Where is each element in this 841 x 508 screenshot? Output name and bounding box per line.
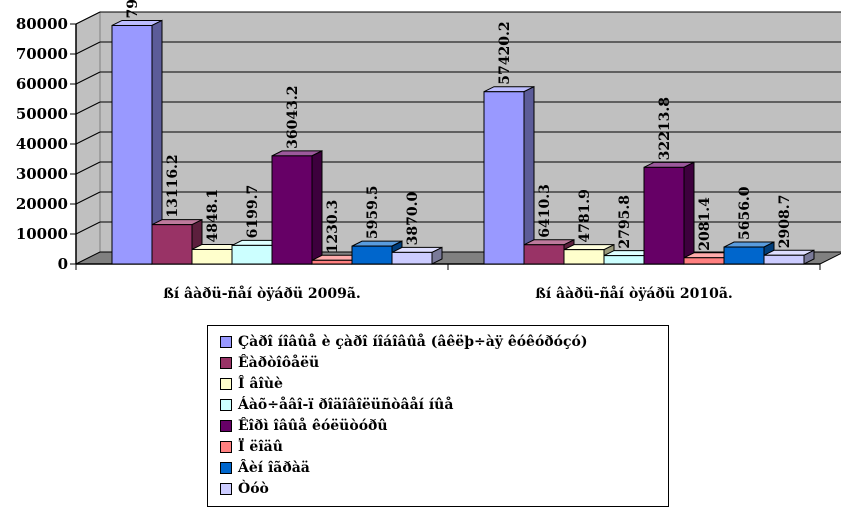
bars: [111, 19, 815, 265]
y-tick-label: 40000: [16, 135, 68, 153]
gridline: [75, 11, 101, 25]
legend-swatch: [220, 356, 232, 369]
legend-label: Âèí îãðàä: [238, 459, 310, 476]
legend-swatch: [220, 377, 232, 390]
legend-item: Áàõ÷åâî-ï ðîäîâîëüñòâåí íûå: [220, 395, 453, 414]
legend-label: Î âîùè: [238, 375, 283, 392]
legend-item: Î âîùè: [220, 374, 283, 393]
data-label: 79503.3: [125, 0, 141, 18]
legend-swatch: [220, 440, 232, 453]
legend-swatch: [220, 482, 232, 495]
gridline: [75, 41, 101, 55]
legend-item: Êàðòîôåëü: [220, 353, 319, 372]
legend-label: Áàõ÷åâî-ï ðîäîâîëüñòâåí íûå: [238, 396, 454, 413]
data-label: 36043.2: [285, 86, 301, 149]
y-tick-label: 70000: [16, 45, 68, 63]
gridline: [75, 71, 101, 85]
data-label: 32213.8: [657, 97, 673, 160]
data-label: 5959.5: [365, 186, 381, 240]
data-label: 2081.4: [697, 197, 713, 251]
category-label: ßí âàðü-ñåí òÿáðü 2010ã.: [535, 284, 733, 302]
gridline: [75, 161, 101, 175]
bar: [271, 150, 323, 265]
bar: [351, 240, 403, 265]
y-tick-label: 60000: [16, 75, 68, 93]
bar: [763, 249, 815, 265]
legend-label: Êîðì îâûå êóëüòóðû: [238, 417, 388, 434]
bar: [483, 85, 535, 265]
gridlines: [75, 11, 841, 235]
gridline: [75, 221, 101, 235]
legend-label: Êàðòîôåëü: [238, 354, 320, 371]
legend-label: Çàðî íîâûå è çàðî íîáîâûå (âêëþ÷àÿ êóêóð…: [238, 333, 588, 350]
y-tick-label: 0: [58, 255, 68, 273]
data-label: 1230.3: [325, 200, 341, 254]
category-labels: ßí âàðü-ñåí òÿáðü 2009ã. ßí âàðü-ñåí òÿáð…: [163, 284, 733, 302]
bar: [111, 19, 163, 265]
y-tick-label: 50000: [16, 105, 68, 123]
y-tick-label: 10000: [16, 225, 68, 243]
gridline: [75, 191, 101, 205]
y-tick-labels: 0 10000 20000 30000 40000 50000 60000 70000 8000…: [16, 15, 76, 273]
gridline: [75, 101, 101, 115]
data-label: 6199.7: [245, 185, 261, 239]
data-label: 5656.0: [737, 186, 753, 240]
bar: [391, 246, 443, 265]
data-labels: 79503.3 13116.2 4848.1 6199.7 36043.2 1230.3 5…: [125, 0, 793, 253]
legend-item: Âèí îãðàä: [220, 458, 310, 477]
y-tick-label: 30000: [16, 165, 68, 183]
legend-label: Òóò: [238, 480, 269, 497]
legend: Çàðî íîâûå è çàðî íîáîâûå (âêëþ÷àÿ êóêóð…: [207, 325, 669, 507]
legend-swatch: [220, 419, 232, 432]
data-label: 2908.7: [777, 195, 793, 249]
bar: [643, 161, 695, 265]
legend-item: Êîðì îâûå êóëüòóðû: [220, 416, 388, 435]
data-label: 57420.2: [497, 21, 513, 84]
data-label: 3870.0: [405, 192, 421, 246]
legend-label: Ï ëîäû: [238, 438, 283, 455]
data-label: 6410.3: [537, 184, 553, 238]
legend-swatch: [220, 398, 232, 411]
legend-item: Çàðî íîâûå è çàðî íîáîâûå (âêëþ÷àÿ êóêóð…: [220, 332, 587, 351]
data-label: 13116.2: [165, 154, 181, 217]
data-label: 4781.9: [577, 189, 593, 243]
category-label: ßí âàðü-ñåí òÿáðü 2009ã.: [163, 284, 361, 302]
data-label: 4848.1: [205, 189, 221, 243]
legend-item: Ï ëîäû: [220, 437, 283, 456]
gridline: [75, 131, 101, 145]
y-tick-label: 20000: [16, 195, 68, 213]
legend-swatch: [220, 335, 232, 348]
legend-item: Òóò: [220, 479, 269, 498]
y-tick-label: 80000: [16, 15, 68, 33]
data-label: 2795.8: [617, 195, 633, 249]
legend-swatch: [220, 461, 232, 474]
